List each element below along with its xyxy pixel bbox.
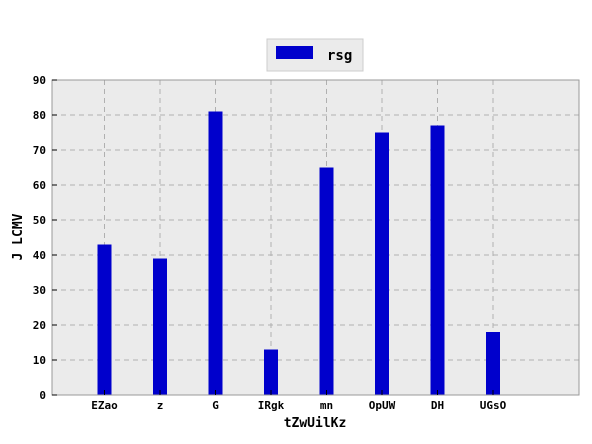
x-tick-label: OpUW <box>369 399 396 412</box>
y-tick-label: 60 <box>33 179 46 192</box>
y-tick-label: 40 <box>33 249 46 262</box>
y-axis: 0 10 20 30 40 50 60 70 80 90 <box>33 74 57 402</box>
bar <box>208 111 223 395</box>
plot-frame <box>51 79 580 396</box>
bar <box>486 332 500 395</box>
y-tick-label: 80 <box>33 109 46 122</box>
legend-label: rsg <box>327 48 352 64</box>
legend: rsg <box>266 38 364 72</box>
y-tick-label: 10 <box>33 354 46 367</box>
x-tick-label: mn <box>320 399 333 412</box>
x-tick-label: IRgk <box>258 399 285 412</box>
bar <box>264 349 278 395</box>
x-tick-label: G <box>212 399 219 412</box>
x-tick-label: UGsO <box>480 399 507 412</box>
y-tick-label: 90 <box>33 74 46 87</box>
y-tick-label: 0 <box>39 389 46 402</box>
bar <box>430 125 445 395</box>
y-tick-label: 20 <box>33 319 46 332</box>
y-axis-label: J LCMV <box>11 213 26 260</box>
y-tick-label: 70 <box>33 144 46 157</box>
bars <box>97 111 500 395</box>
x-axis: EZao z G IRgk mn OpUW DH UGsO <box>91 390 507 412</box>
x-tick-label: z <box>157 399 164 412</box>
y-tick-label: 50 <box>33 214 46 227</box>
x-tick-label: DH <box>431 399 444 412</box>
x-axis-label: tZwUilKz <box>284 416 347 431</box>
bar <box>97 244 112 395</box>
bar <box>153 258 167 395</box>
bar <box>375 132 389 395</box>
legend-swatch <box>276 46 313 59</box>
y-tick-label: 30 <box>33 284 46 297</box>
x-tick-label: EZao <box>91 399 118 412</box>
bar <box>319 167 334 395</box>
